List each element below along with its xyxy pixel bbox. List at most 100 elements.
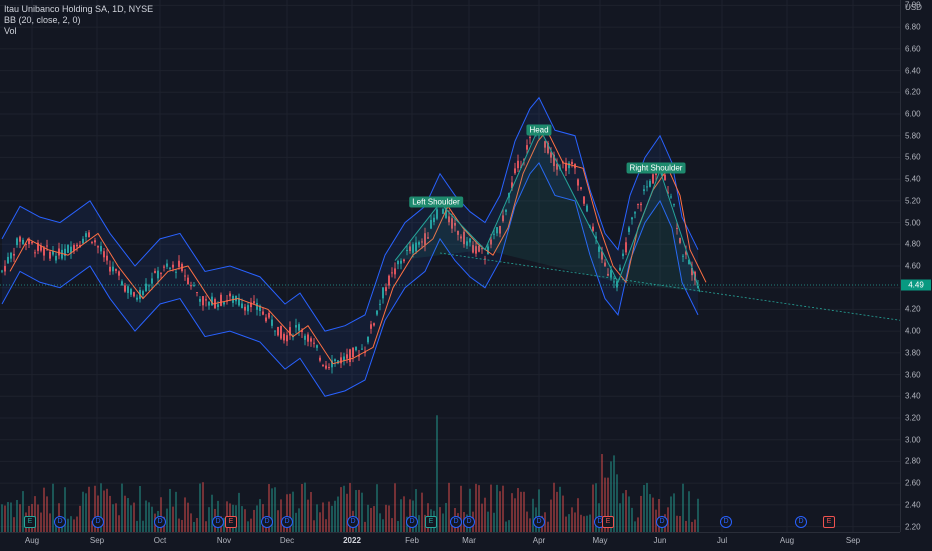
volume-bar xyxy=(580,514,582,532)
volume-bar xyxy=(394,483,396,532)
candle-body xyxy=(88,232,90,238)
price-tick-label: 5.40 xyxy=(905,174,921,184)
candle-body xyxy=(196,292,198,294)
volume-bar xyxy=(1,504,3,532)
chart-plot-area[interactable]: Itau Unibanco Holding SA, 1D, NYSE BB (2… xyxy=(0,0,901,532)
volume-bar xyxy=(475,483,477,532)
symbol-title[interactable]: Itau Unibanco Holding SA, 1D, NYSE xyxy=(4,4,154,14)
candle-body xyxy=(388,275,390,286)
volume-bar xyxy=(358,489,360,532)
volume-bar xyxy=(502,485,504,532)
dividend-marker[interactable]: D xyxy=(720,516,732,528)
candle-body xyxy=(268,312,270,318)
earnings-marker[interactable]: E xyxy=(823,516,835,528)
volume-bar xyxy=(85,493,87,532)
volume-bar xyxy=(490,484,492,532)
candle-body xyxy=(244,306,246,311)
earnings-marker[interactable]: E xyxy=(425,516,437,528)
candle-body xyxy=(511,182,513,189)
candle-body xyxy=(412,244,414,253)
candle-body xyxy=(22,239,24,244)
candle-body xyxy=(499,225,501,234)
volume-bar xyxy=(244,509,246,532)
volume-indicator-label[interactable]: Vol xyxy=(4,26,17,36)
candle-body xyxy=(571,161,573,165)
candle-body xyxy=(19,236,21,242)
candle-body xyxy=(682,255,684,257)
right-shoulder-label[interactable]: Right Shoulder xyxy=(626,162,686,174)
dividend-marker[interactable]: D xyxy=(54,516,66,528)
candle-body xyxy=(340,357,342,364)
dividend-marker[interactable]: D xyxy=(347,516,359,528)
volume-bar xyxy=(349,482,351,532)
price-tick-label: 4.60 xyxy=(905,261,921,271)
volume-bar xyxy=(556,491,558,532)
candle-body xyxy=(415,242,417,252)
candle-body xyxy=(301,330,303,333)
bb-indicator-label[interactable]: BB (20, close, 2, 0) xyxy=(4,15,81,25)
candle-body xyxy=(223,302,225,305)
volume-bar xyxy=(4,505,6,532)
time-axis[interactable]: Aug Sep Oct Nov Dec 2022 Feb Mar Apr May Jun Jul Aug… xyxy=(0,532,900,551)
candle-body xyxy=(127,286,129,293)
left-shoulder-label[interactable]: Left Shoulder xyxy=(409,196,463,208)
head-label[interactable]: Head xyxy=(526,124,552,136)
price-tick-label: 4.80 xyxy=(905,239,921,249)
candle-body xyxy=(85,233,87,237)
volume-bar xyxy=(22,491,24,532)
candle-body xyxy=(175,271,177,273)
candle-body xyxy=(580,187,582,189)
volume-bar xyxy=(610,461,612,532)
candle-body xyxy=(685,251,687,255)
dividend-marker[interactable]: D xyxy=(154,516,166,528)
candle-body xyxy=(256,303,258,310)
volume-bar xyxy=(136,520,138,532)
candle-body xyxy=(568,162,570,169)
dividend-marker[interactable]: D xyxy=(795,516,807,528)
dividend-marker[interactable]: D xyxy=(463,516,475,528)
dividend-marker[interactable]: D xyxy=(450,516,462,528)
candle-body xyxy=(592,226,594,231)
price-tick-label: 5.80 xyxy=(905,131,921,141)
dividend-marker[interactable]: D xyxy=(261,516,273,528)
dividend-marker[interactable]: D xyxy=(533,516,545,528)
volume-bar xyxy=(250,518,252,532)
volume-bar xyxy=(505,521,507,532)
volume-bar xyxy=(400,499,402,532)
dividend-marker[interactable]: D xyxy=(656,516,668,528)
earnings-marker[interactable]: E xyxy=(225,516,237,528)
chart-legend: Itau Unibanco Holding SA, 1D, NYSE BB (2… xyxy=(4,4,153,37)
volume-bar xyxy=(559,486,561,532)
dividend-marker[interactable]: D xyxy=(406,516,418,528)
candle-body xyxy=(121,281,123,286)
time-tick-label: Jul xyxy=(716,536,728,545)
volume-bar xyxy=(547,521,549,532)
candle-body xyxy=(247,305,249,312)
volume-bar xyxy=(649,494,651,532)
earnings-marker[interactable]: E xyxy=(602,516,614,528)
dividend-marker[interactable]: D xyxy=(212,516,224,528)
volume-bar xyxy=(289,493,291,532)
candle-body xyxy=(433,217,435,223)
candle-body xyxy=(253,301,255,304)
candle-body xyxy=(178,260,180,267)
candle-body xyxy=(280,325,282,339)
candle-body xyxy=(688,259,690,265)
candle-body xyxy=(313,342,315,344)
candle-body xyxy=(169,267,171,269)
volume-bar xyxy=(526,511,528,532)
price-axis[interactable]: USD 7.00 6.80 6.60 6.40 6.20 6.00 5.80 5.60 5.40… xyxy=(900,0,932,532)
volume-bar xyxy=(40,512,42,532)
volume-bar xyxy=(253,509,255,532)
candle-body xyxy=(517,160,519,169)
time-tick-label: Apr xyxy=(532,536,546,545)
earnings-marker[interactable]: E xyxy=(24,516,36,528)
candle-body xyxy=(40,245,42,251)
price-chart[interactable] xyxy=(0,0,901,532)
candle-body xyxy=(106,255,108,261)
candle-body xyxy=(481,248,483,250)
volume-bar xyxy=(499,491,501,532)
dividend-marker[interactable]: D xyxy=(281,516,293,528)
hs-left-fill xyxy=(395,203,485,261)
dividend-marker[interactable]: D xyxy=(92,516,104,528)
